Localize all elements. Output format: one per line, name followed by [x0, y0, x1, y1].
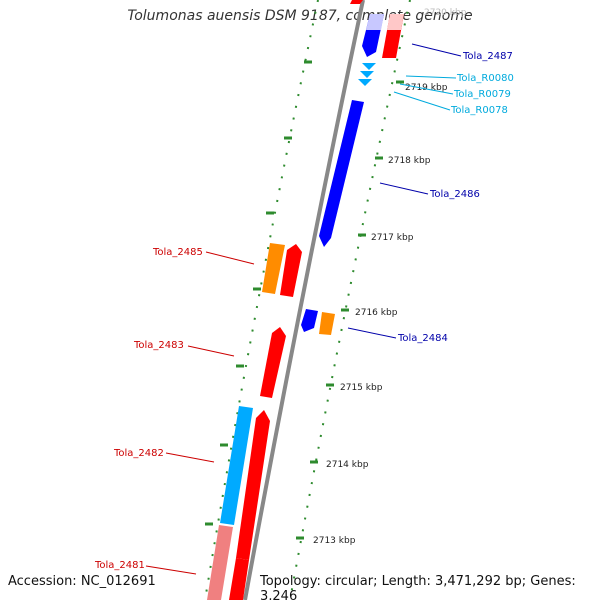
- inner-major-ticks: [205, 60, 312, 526]
- gene-tola-2483[interactable]: [260, 327, 286, 398]
- label-tola-2485[interactable]: Tola_2485: [152, 247, 203, 258]
- outer-major-ticks: [296, 80, 404, 540]
- gene-light-red-inner[interactable]: [207, 525, 233, 600]
- topology-text: Topology: circular; Length: 3,471,292 bp…: [260, 574, 576, 600]
- label-tola-2482[interactable]: Tola_2482: [113, 448, 164, 459]
- gene-tola-2485[interactable]: [280, 244, 302, 297]
- accession-text: Accession: NC_012691: [8, 574, 156, 589]
- gene-orange-outer[interactable]: [319, 312, 335, 335]
- tick-label-2716: 2716 kbp: [355, 308, 398, 318]
- tick-label-2720: 2720 kbp: [424, 8, 467, 18]
- gene-top-red-small[interactable]: [350, 0, 363, 4]
- leader-lines: [145, 43, 462, 575]
- tick-label-2713: 2713 kbp: [313, 536, 356, 546]
- label-tola-2483[interactable]: Tola_2483: [133, 340, 184, 351]
- label-tola-r0079[interactable]: Tola_R0079: [453, 89, 511, 100]
- gene-tola-2486[interactable]: [319, 100, 364, 247]
- label-tola-r0078[interactable]: Tola_R0078: [450, 105, 508, 116]
- gene-tola-r0079[interactable]: [360, 71, 374, 78]
- gene-orange-inner[interactable]: [262, 243, 285, 294]
- tick-label-2719: 2719 kbp: [405, 83, 448, 93]
- label-tola-2486[interactable]: Tola_2486: [429, 189, 480, 200]
- tick-label-2715: 2715 kbp: [340, 383, 383, 393]
- gene-tola-2481[interactable]: [229, 558, 249, 600]
- gene-tola-2482[interactable]: [236, 410, 270, 560]
- tick-ring-outer: [289, 0, 411, 600]
- label-tola-2484[interactable]: Tola_2484: [397, 333, 448, 344]
- genome-title: Tolumonas auensis DSM 9187, complete gen…: [127, 8, 473, 24]
- gene-cyan-inner[interactable]: [220, 406, 253, 525]
- gene-top-red-faded: [387, 14, 404, 30]
- tick-label-2718: 2718 kbp: [388, 156, 431, 166]
- gene-tola-2484[interactable]: [301, 309, 318, 332]
- genome-backbone: [243, 0, 365, 600]
- tick-label-2717: 2717 kbp: [371, 233, 414, 243]
- label-tola-2481[interactable]: Tola_2481: [94, 560, 145, 571]
- gene-tola-r0078[interactable]: [358, 79, 372, 86]
- tick-label-2714: 2714 kbp: [326, 460, 369, 470]
- label-tola-r0080[interactable]: Tola_R0080: [456, 73, 514, 84]
- gene-tola-2487-faded: [366, 14, 384, 30]
- gene-tola-r0080[interactable]: [362, 63, 376, 70]
- tick-ring-inner: [204, 0, 319, 600]
- label-tola-2487[interactable]: Tola_2487: [462, 51, 513, 62]
